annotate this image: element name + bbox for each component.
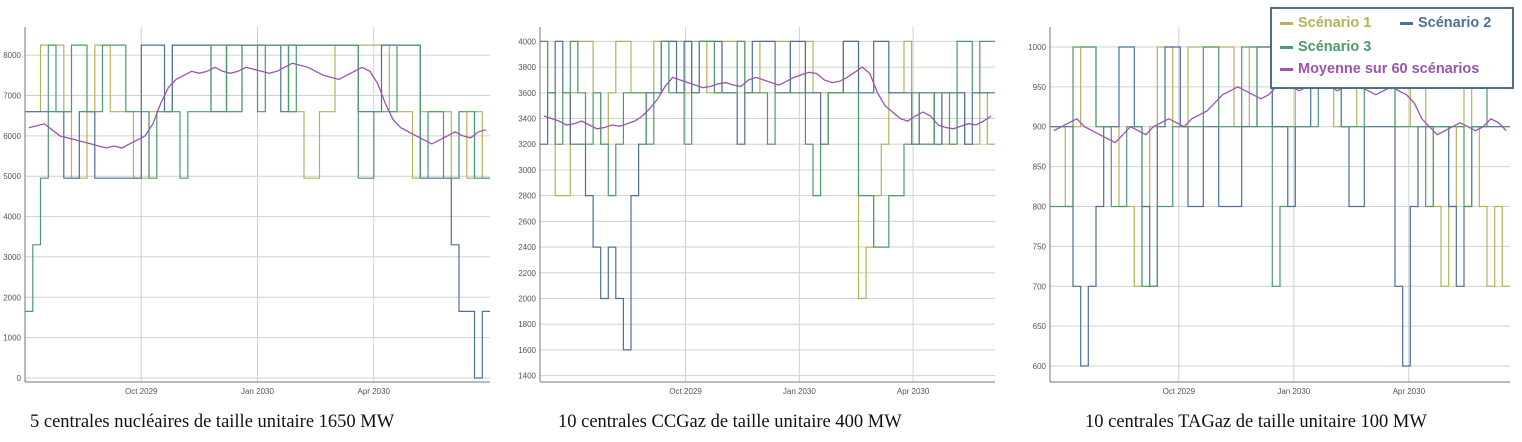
y-tick-label: 3000 xyxy=(3,253,21,262)
y-tick-label: 3200 xyxy=(518,140,536,149)
chart-ccgaz: 1400 1600 1800 2000 2200 2400 2600 2800 3000 3200… xyxy=(518,27,995,396)
y-tick-label: 950 xyxy=(1033,83,1047,92)
y-tick-label: 4000 xyxy=(518,37,536,46)
y-tick-label: 750 xyxy=(1033,242,1047,251)
x-tick-label: Oct 2029 xyxy=(669,387,702,396)
x-tick-label: Apr 2030 xyxy=(897,387,930,396)
legend-swatch-moyenne xyxy=(1280,67,1293,71)
y-tick-label: 2600 xyxy=(518,217,536,226)
legend-item-moyenne: Moyenne sur 60 scénarios xyxy=(1280,61,1479,77)
y-tick-label: 1000 xyxy=(3,334,21,343)
legend-label-scenario-3: Scénario 3 xyxy=(1298,39,1372,55)
chart-panel-nucleaire: 0 1000 2000 3000 4000 5000 6000 7000 8000 Oct 202… xyxy=(0,0,500,442)
y-tick-label: 0 xyxy=(17,374,22,383)
y-tick-label: 3600 xyxy=(518,89,536,98)
caption-tagaz: 10 centrales TAGaz de taille unitaire 10… xyxy=(1085,412,1427,432)
legend-label-scenario-2: Scénario 2 xyxy=(1418,15,1492,31)
y-tick-label: 700 xyxy=(1033,282,1047,291)
series-line-moyenne xyxy=(28,62,487,149)
y-tick-label: 1000 xyxy=(1028,43,1046,52)
legend-swatch-scenario-3 xyxy=(1280,45,1293,49)
x-tick-label: Jan 2030 xyxy=(241,387,274,396)
x-tick-label: Apr 2030 xyxy=(1393,387,1426,396)
y-tick-label: 2200 xyxy=(518,269,536,278)
chart-panel-ccgaz: 1400 1600 1800 2000 2200 2400 2600 2800 3000 3200… xyxy=(505,0,1000,442)
legend-swatch-scenario-1 xyxy=(1280,21,1293,25)
series-line-scenario-3 xyxy=(1050,46,1510,287)
x-tick-label: Jan 2030 xyxy=(1277,387,1310,396)
legend-item-scenario-2: Scénario 2 xyxy=(1400,15,1491,31)
y-tick-label: 3000 xyxy=(518,166,536,175)
legend-label-moyenne: Moyenne sur 60 scénarios xyxy=(1298,61,1480,77)
y-tick-label: 900 xyxy=(1033,123,1047,132)
series-line-scenario-3 xyxy=(25,44,490,312)
y-tick-label: 8000 xyxy=(3,51,21,60)
x-tick-label: Oct 2029 xyxy=(1163,387,1196,396)
y-tick-label: 2800 xyxy=(518,192,536,201)
y-tick-label: 4000 xyxy=(3,213,21,222)
y-tick-label: 800 xyxy=(1033,203,1047,212)
y-tick-label: 600 xyxy=(1033,362,1047,371)
y-tick-label: 2000 xyxy=(518,294,536,303)
y-tick-label: 1400 xyxy=(518,372,536,381)
y-tick-label: 1800 xyxy=(518,320,536,329)
y-tick-label: 3800 xyxy=(518,63,536,72)
caption-nucleaire: 5 centrales nucléaires de taille unitair… xyxy=(30,412,395,432)
series-line-moyenne xyxy=(543,66,992,130)
x-tick-label: Jan 2030 xyxy=(783,387,816,396)
legend-swatch-scenario-2 xyxy=(1400,21,1413,25)
y-tick-label: 1600 xyxy=(518,346,536,355)
y-tick-label: 2400 xyxy=(518,243,536,252)
y-tick-label: 2000 xyxy=(3,293,21,302)
x-tick-label: Oct 2029 xyxy=(125,387,158,396)
series-line-scenario-3 xyxy=(540,40,995,248)
caption-ccgaz: 10 centrales CCGaz de taille unitaire 40… xyxy=(558,412,902,432)
y-tick-label: 3400 xyxy=(518,115,536,124)
y-tick-label: 850 xyxy=(1033,163,1047,172)
chart-nucleaire: 0 1000 2000 3000 4000 5000 6000 7000 8000 Oct 202… xyxy=(3,27,490,396)
legend-label-scenario-1: Scénario 1 xyxy=(1298,15,1372,31)
y-tick-label: 5000 xyxy=(3,172,21,181)
legend-item-scenario-1: Scénario 1 xyxy=(1280,15,1371,31)
chart-legend: Scénario 1 Scénario 2 Scénario 3 Moyenne… xyxy=(1270,7,1514,89)
y-tick-label: 650 xyxy=(1033,322,1047,331)
y-tick-label: 6000 xyxy=(3,132,21,141)
legend-item-scenario-3: Scénario 3 xyxy=(1280,39,1371,55)
x-tick-label: Apr 2030 xyxy=(358,387,391,396)
y-tick-label: 7000 xyxy=(3,92,21,101)
